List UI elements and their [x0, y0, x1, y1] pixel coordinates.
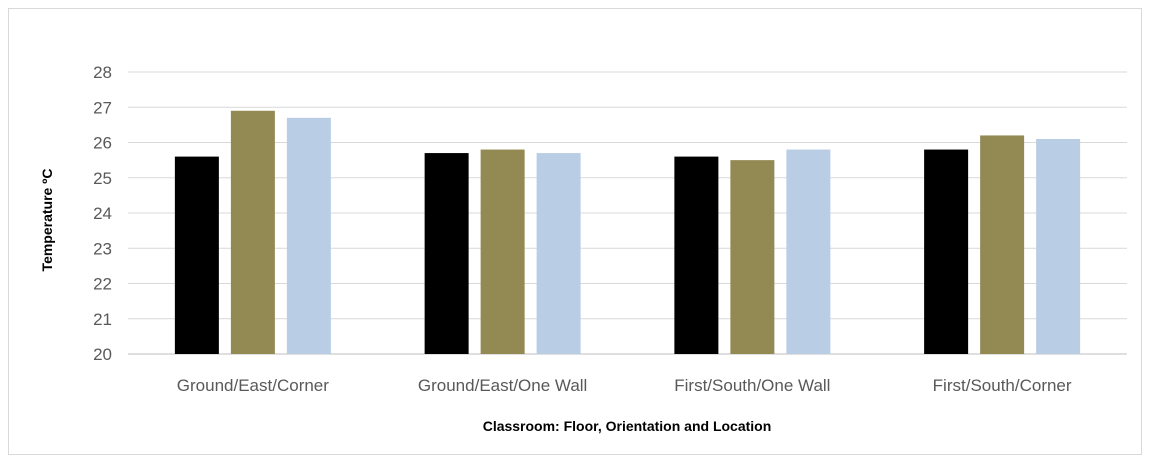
bar: [174, 156, 219, 354]
y-tick-label: 24: [93, 204, 112, 223]
bar: [230, 110, 275, 355]
x-category-label: Ground/East/One Wall: [418, 376, 587, 395]
bar: [424, 153, 469, 354]
x-axis-title: Classroom: Floor, Orientation and Locati…: [483, 418, 772, 434]
y-axis-title: Temperature ºC: [39, 169, 55, 272]
bar: [536, 153, 581, 354]
y-tick-label: 28: [93, 63, 112, 82]
x-axis-categories: Ground/East/Corner Ground/East/One Wall Fi…: [177, 376, 1072, 395]
y-tick-label: 25: [93, 169, 112, 188]
y-tick-label: 23: [93, 239, 112, 258]
bar: [1036, 138, 1081, 354]
y-axis-ticks: 20 21 22 23 24 25 26 27 28: [93, 63, 112, 364]
bar: [730, 160, 775, 354]
bar: [674, 156, 719, 354]
bar: [980, 135, 1025, 354]
bar: [286, 117, 331, 354]
bar: [786, 149, 831, 354]
x-category-label: Ground/East/Corner: [177, 376, 329, 395]
y-tick-label: 21: [93, 310, 112, 329]
x-category-label: First/South/Corner: [933, 376, 1072, 395]
y-tick-label: 20: [93, 345, 112, 364]
gridlines: [128, 71, 1127, 355]
bar: [924, 149, 969, 354]
y-tick-label: 27: [93, 98, 112, 117]
bars: [174, 110, 1081, 355]
y-tick-label: 26: [93, 134, 112, 153]
x-category-label: First/South/One Wall: [674, 376, 830, 395]
bar: [480, 149, 525, 354]
y-tick-label: 22: [93, 275, 112, 294]
